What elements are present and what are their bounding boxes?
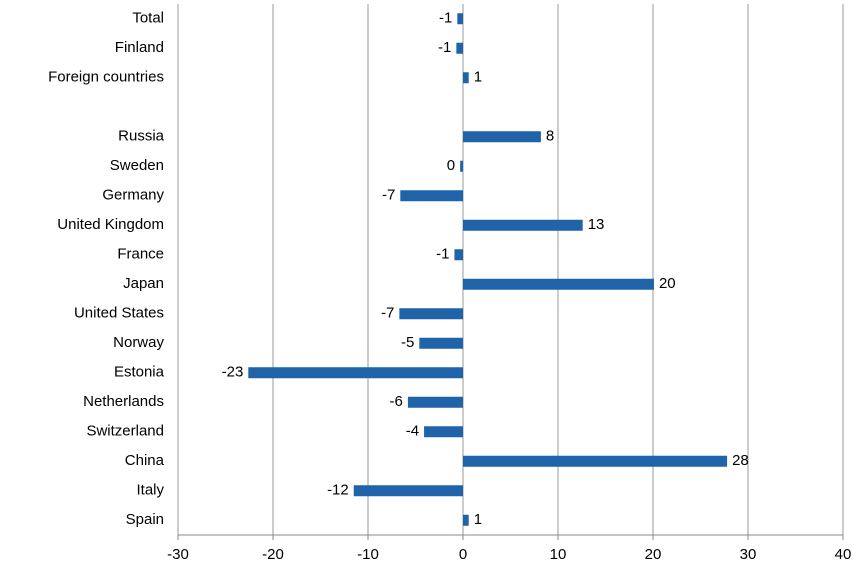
y-tick-label: United Kingdom [57,216,164,233]
x-tick-label: 30 [740,546,757,563]
y-tick-label: Switzerland [86,423,164,440]
y-tick-label: Russia [118,128,165,145]
y-tick-label: Spain [126,511,164,528]
bar [463,131,541,143]
bar [463,278,654,290]
value-label: 20 [659,275,676,292]
y-tick-label: France [117,246,164,263]
bar [460,160,463,172]
bar [419,337,463,349]
y-tick-label: Norway [113,334,164,351]
y-tick-label: Italy [136,482,164,499]
value-label: -12 [327,482,349,499]
bar [400,190,463,202]
y-tick-label: Estonia [114,364,165,381]
value-label: -1 [439,10,452,27]
y-tick-label: Finland [115,39,164,56]
y-tick-label: Total [132,10,164,27]
x-tick-label: -10 [357,546,379,563]
value-label: -4 [406,423,419,440]
y-tick-label: United States [74,305,164,322]
value-label: -6 [390,393,403,410]
value-label: -1 [436,246,449,263]
y-tick-label: China [125,452,165,469]
value-label: 0 [447,157,455,174]
bar [248,367,463,379]
value-label: -7 [382,187,395,204]
y-tick-label: Netherlands [83,393,164,410]
x-tick-label: -20 [262,546,284,563]
y-tick-label: Germany [102,187,164,204]
bar [463,219,583,231]
y-tick-label: Foreign countries [48,69,164,86]
bar [463,455,728,467]
value-label: 8 [546,128,554,145]
value-label: -23 [222,364,244,381]
value-label: -1 [438,39,451,56]
bar [454,249,463,261]
value-label: -5 [401,334,414,351]
x-tick-label: 40 [835,546,852,563]
value-label: -7 [381,305,394,322]
y-tick-label: Japan [123,275,164,292]
x-tick-label: 0 [459,546,467,563]
bar [353,485,463,497]
bar [399,308,463,320]
bar [456,42,463,54]
bar [457,13,463,25]
value-label: 13 [588,216,605,233]
bar [463,514,469,526]
value-label: 1 [474,511,482,528]
x-tick-label: 10 [550,546,567,563]
bar [424,426,463,438]
value-label: 1 [474,69,482,86]
bar [463,72,469,84]
y-tick-label: Sweden [110,157,164,174]
bar [407,396,463,408]
x-tick-label: -30 [167,546,189,563]
x-tick-label: 20 [645,546,662,563]
value-label: 28 [732,452,749,469]
